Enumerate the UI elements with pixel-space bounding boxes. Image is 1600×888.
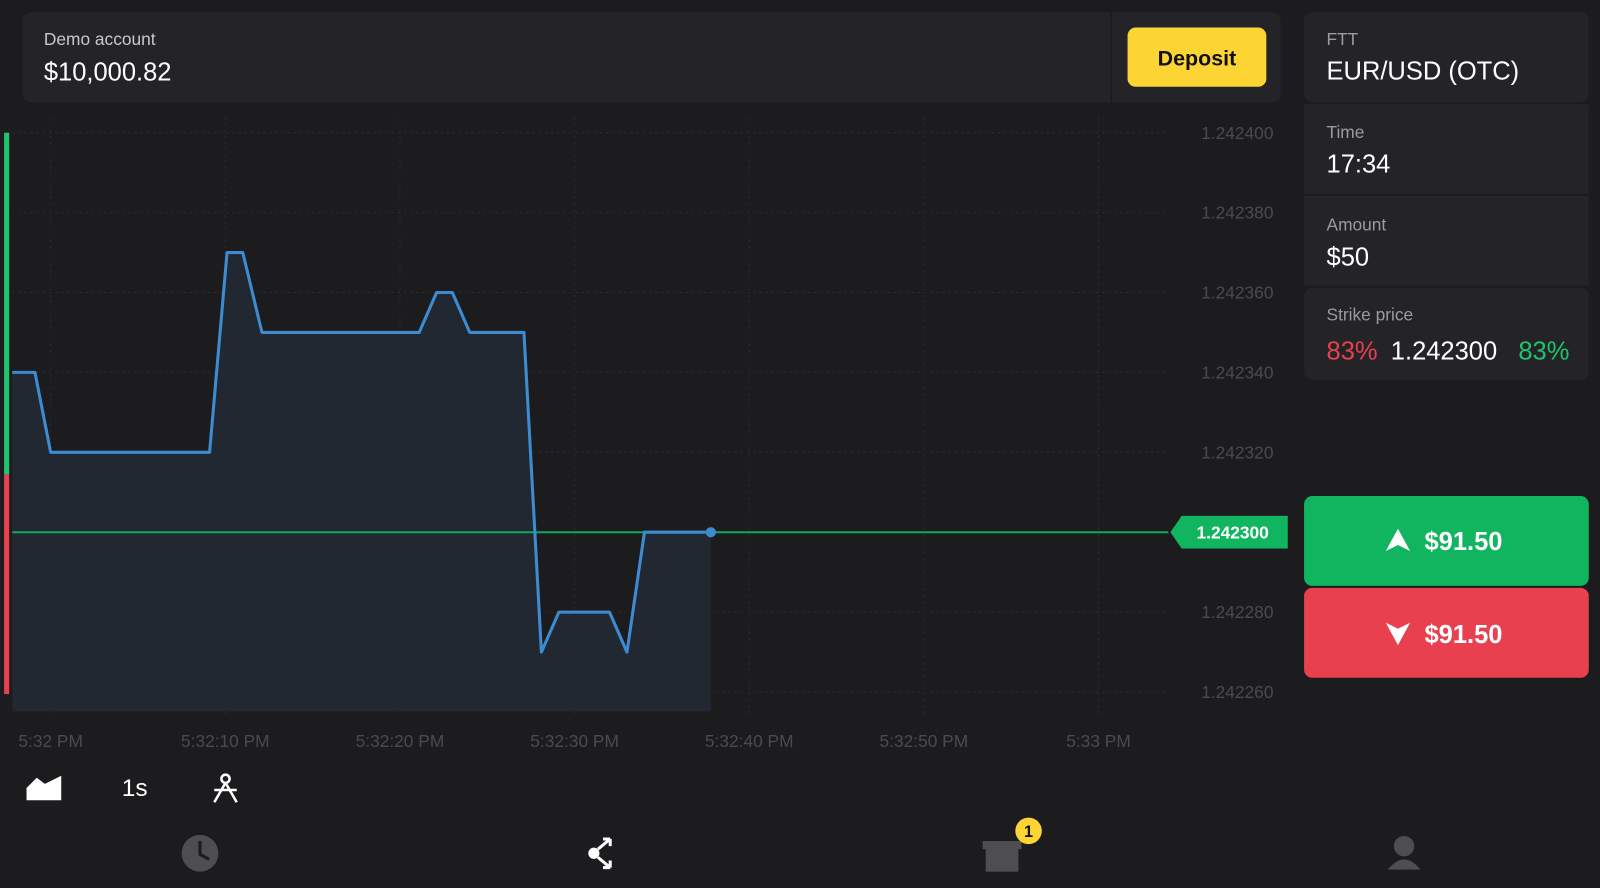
up-arrow[interactable] [1385,528,1411,552]
amount-card[interactable] [1304,195,1589,286]
strike-label: Strike price [1327,304,1414,324]
y-tick-label: 1.242400 [1201,123,1273,143]
strike-card [1304,287,1589,380]
up-button[interactable] [1304,496,1589,586]
profile-head[interactable] [1393,835,1415,857]
time[interactable]: 17:34 [1327,150,1391,178]
down-arrow[interactable] [1385,622,1411,646]
down-button[interactable] [1304,587,1589,678]
current-price-tag [1170,515,1288,549]
x-tick-label: 5:32:10 PM [181,731,270,751]
time-card[interactable] [1304,104,1589,194]
sentiment-down [4,474,10,695]
gift-icon[interactable] [985,847,1019,872]
current-price-label: 1.242300 [1197,522,1269,542]
balance[interactable]: $10,000.82 [44,59,172,87]
profile-icon[interactable] [1387,859,1421,870]
y-tick-label: 1.242360 [1201,283,1273,303]
y-tick-label: 1.242260 [1201,682,1273,702]
gift-lid [982,841,1022,850]
x-tick-label: 5:32:40 PM [705,731,794,751]
strike-low-pct: 83% [1327,337,1378,365]
asset[interactable]: EUR/USD (OTC) [1327,58,1520,86]
up-payout[interactable]: $91.50 [1424,528,1502,556]
badge-count: 1 [1024,823,1033,841]
trade-icon[interactable] [588,837,612,870]
account-label: Demo account [44,29,156,49]
x-tick-label: 5:32 PM [18,731,83,751]
y-tick-label: 1.242380 [1201,203,1273,223]
badge [1015,817,1042,845]
y-tick-label: 1.242280 [1201,602,1273,622]
header-bar [22,12,1281,103]
deposit-label[interactable]: Deposit [1158,46,1237,70]
asset-label: FTT [1327,29,1359,49]
amount-label: Amount [1327,215,1387,235]
x-tick-label: 5:32:50 PM [880,731,969,751]
x-tick-label: 5:32:30 PM [530,731,619,751]
last-point [705,527,716,538]
y-tick-label: 1.242320 [1201,442,1273,462]
strike: 1.242300 [1391,337,1497,365]
trade-panel: FTT EUR/USD (OTC) Time 17:34 Amount $50 … [1304,12,1589,678]
asset-card[interactable] [1304,12,1589,103]
price-line [12,251,711,654]
history-hand [198,841,210,861]
area [12,252,711,712]
sentiment-up [4,132,10,475]
deposit-button[interactable] [1127,27,1267,87]
interval[interactable]: 1s [122,775,148,802]
time-label: Time [1327,122,1365,142]
draw-tool-icon[interactable] [213,773,238,803]
chart: 1.242400 1.242380 1.242360 1.242340 1.242320… [12,117,1288,751]
strike-high-pct: 83% [1518,337,1569,365]
amount[interactable]: $50 [1327,243,1370,271]
x-tick-label: 5:32:20 PM [356,731,445,751]
y-tick-label: 1.242340 [1201,363,1273,383]
x-tick-label: 5:33 PM [1066,731,1131,751]
down-payout[interactable]: $91.50 [1424,621,1502,649]
chart-type-icon[interactable] [26,775,62,801]
